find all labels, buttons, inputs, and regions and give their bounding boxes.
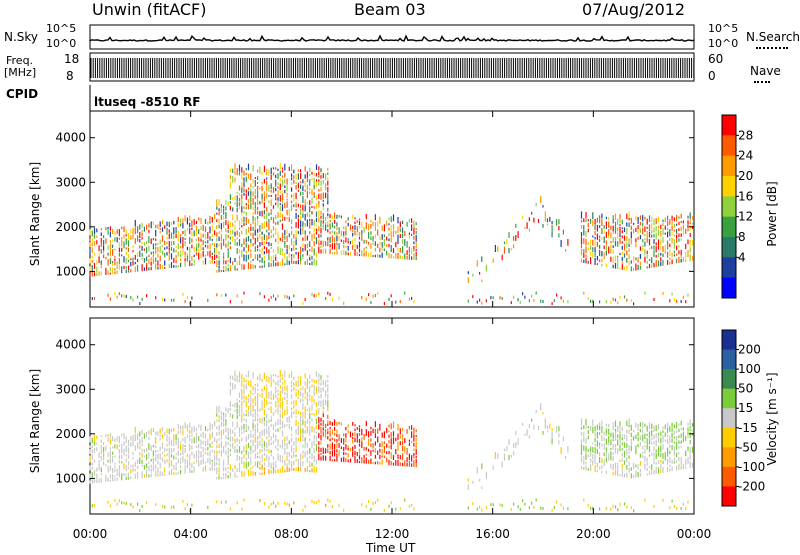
- colorbar-segment: [722, 388, 736, 409]
- colorbar-tick-label: 12: [738, 210, 753, 224]
- power-scatter: [89, 162, 694, 306]
- colorbar-segment: [722, 216, 736, 238]
- y-tick-label: 4000: [55, 338, 86, 352]
- velocity-colorbar: 200 100 50 15 -15 -50 -100 -200: [721, 329, 765, 507]
- cpid-text: ltuseq -8510 RF: [94, 95, 201, 109]
- time-x-axis: 00:00 04:00 08:00 12:00 16:00 20:00 00:00: [73, 111, 712, 541]
- y-tick-label: 2000: [55, 427, 86, 441]
- colorbar-tick-label: 28: [738, 128, 753, 142]
- freq-tick-low: 8: [66, 69, 74, 83]
- beam-title: Beam 03: [354, 0, 426, 19]
- velocity-y-axis: 1000 2000 3000 4000: [55, 338, 694, 485]
- colorbar-segment: [722, 176, 736, 197]
- freq-label-1: Freq.: [6, 54, 34, 67]
- nsearch-tick-low: 10^0: [708, 37, 739, 50]
- colorbar-tick-label: -15: [738, 421, 758, 435]
- x-tick-label: 12:00: [375, 527, 410, 541]
- station-title: Unwin (fitACF): [92, 0, 207, 19]
- colorbar-frame: [721, 329, 737, 507]
- colorbar-segment: [722, 237, 736, 258]
- colorbar-segment: [722, 369, 736, 390]
- freq-trace: [90, 58, 695, 78]
- y-tick-label: 4000: [55, 131, 86, 145]
- colorbar-segment: [722, 135, 736, 157]
- colorbar-tick-label: 50: [738, 382, 753, 396]
- power-y-label: Slant Range [km]: [28, 161, 42, 267]
- colorbar-segment: [722, 330, 736, 351]
- colorbar-tick-label: 100: [738, 362, 761, 376]
- colorbar-tick-label: 24: [738, 149, 753, 163]
- nave-tick-high: 60: [708, 52, 724, 66]
- colorbar-segment: [722, 447, 736, 468]
- x-tick-label: 04:00: [173, 527, 208, 541]
- nsky-label: N.Sky: [4, 30, 39, 44]
- colorbar-tick-label: 15: [738, 401, 753, 415]
- colorbar-segment: [722, 486, 736, 507]
- x-tick-label: 00:00: [73, 527, 108, 541]
- nsky-tick-low: 10^0: [46, 37, 77, 50]
- y-tick-label: 3000: [55, 175, 86, 189]
- colorbar-segment: [722, 427, 736, 448]
- colorbar-segment: [722, 466, 736, 487]
- freq-tick-high: 18: [64, 52, 80, 66]
- velocity-panel-frame: [89, 317, 695, 515]
- cpid-label: CPID: [6, 87, 39, 101]
- y-tick-label: 2000: [55, 220, 86, 234]
- colorbar-frame: [721, 114, 737, 299]
- colorbar-tick-label: -100: [738, 460, 765, 474]
- nave-dotted-line: [754, 81, 770, 83]
- nave-label: Nave: [750, 64, 781, 78]
- colorbar-segment: [722, 155, 736, 177]
- colorbar-segment: [722, 277, 736, 299]
- x-tick-label: 16:00: [475, 527, 510, 541]
- nsearch-label: N.Search: [746, 30, 800, 44]
- colorbar-segment: [722, 257, 736, 279]
- x-tick-label: 00:00: [677, 527, 712, 541]
- power-colorbar: 28 24 20 16 12 8 4: [721, 114, 753, 299]
- nsky-panel-frame: [89, 24, 695, 50]
- power-panel-frame: [89, 110, 695, 308]
- velocity-scatter: [89, 369, 694, 513]
- colorbar-segment: [722, 115, 736, 136]
- nsky-tick-high: 10^5: [46, 22, 77, 35]
- colorbar-tick-label: 16: [738, 189, 753, 203]
- colorbar-tick-label: 20: [738, 169, 753, 183]
- nsky-line: [89, 34, 695, 42]
- power-y-axis: 1000 2000 3000 4000: [55, 131, 694, 278]
- colorbar-segment: [722, 196, 736, 218]
- nsky-trace: [89, 34, 695, 42]
- date-title: 07/Aug/2012: [582, 0, 686, 19]
- colorbar-segment: [722, 349, 736, 370]
- x-tick-label: 08:00: [274, 527, 309, 541]
- colorbar-tick-label: -200: [738, 479, 765, 493]
- y-tick-label: 1000: [55, 471, 86, 485]
- nsearch-dotted-line: [756, 47, 788, 49]
- colorbar-tick-label: 200: [738, 343, 761, 357]
- x-axis-title: Time UT: [366, 541, 416, 555]
- velocity-y-label: Slant Range [km]: [28, 368, 42, 474]
- colorbar-tick-label: 4: [738, 250, 746, 264]
- y-tick-label: 3000: [55, 382, 86, 396]
- colorbar-tick-label: -50: [738, 440, 758, 454]
- nave-tick-low: 0: [708, 69, 716, 83]
- velocity-colorbar-label: Velocity [m s⁻¹]: [765, 372, 779, 466]
- nsearch-tick-high: 10^5: [708, 22, 739, 35]
- colorbar-tick-label: 8: [738, 230, 746, 244]
- freq-label-2: [MHz]: [4, 66, 37, 79]
- y-tick-label: 1000: [55, 264, 86, 278]
- power-colorbar-label: Power [dB]: [765, 181, 779, 247]
- colorbar-segment: [722, 408, 736, 429]
- x-tick-label: 20:00: [576, 527, 611, 541]
